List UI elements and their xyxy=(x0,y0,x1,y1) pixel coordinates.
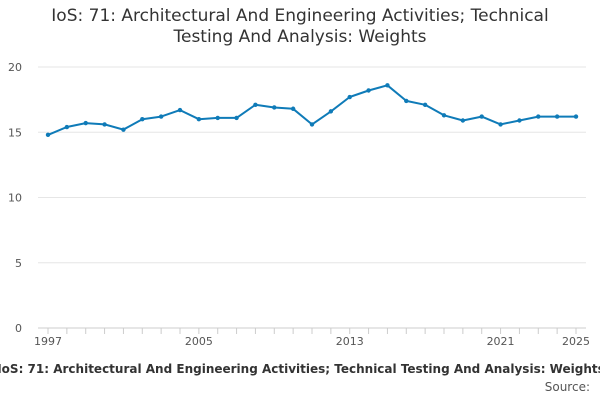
data-point xyxy=(404,98,409,104)
y-tick-label: 0 xyxy=(15,322,22,335)
x-tick-labels: 1997 2005 2013 2021 2025 xyxy=(34,335,590,348)
data-point xyxy=(196,117,202,122)
data-point xyxy=(573,114,579,119)
data-point xyxy=(158,114,164,119)
data-point xyxy=(121,127,126,132)
data-point xyxy=(64,124,70,130)
chart-title: IoS: 71: Architectural And Engineering A… xyxy=(0,6,600,48)
data-point xyxy=(347,94,352,100)
series-line-group xyxy=(47,84,576,136)
data-point xyxy=(385,83,390,88)
data-point xyxy=(309,122,315,127)
data-point xyxy=(140,117,145,122)
chart-title-line-2: Testing And Analysis: Weights xyxy=(173,27,427,47)
data-point xyxy=(177,107,183,113)
source-label: Source: xyxy=(544,380,590,394)
y-tick-label: 15 xyxy=(8,126,22,139)
chart-title-line-1: IoS: 71: Architectural And Engineering A… xyxy=(51,6,549,26)
y-tick-label: 10 xyxy=(8,192,22,205)
data-point xyxy=(517,118,522,123)
data-point xyxy=(460,118,466,123)
data-point xyxy=(422,102,428,108)
data-point xyxy=(554,114,560,119)
data-point xyxy=(83,120,88,126)
series-line xyxy=(47,84,576,136)
y-tick-labels: 0 5 10 15 20 xyxy=(8,61,22,335)
series-legend-label: IoS: 71: Architectural And Engineering A… xyxy=(0,362,600,376)
data-point xyxy=(215,115,220,121)
data-point xyxy=(366,88,371,93)
y-tick-label: 5 xyxy=(15,257,22,270)
x-tick-label: 2005 xyxy=(185,335,213,348)
data-point xyxy=(536,114,541,119)
data-point xyxy=(253,102,258,108)
x-tick-label: 2025 xyxy=(562,335,590,348)
data-point xyxy=(290,106,296,111)
data-point xyxy=(441,113,447,118)
y-tick-label: 20 xyxy=(8,61,22,74)
grid-lines xyxy=(38,66,586,264)
x-tick-label: 1997 xyxy=(34,335,62,348)
data-point xyxy=(272,105,277,110)
data-point xyxy=(102,122,107,127)
data-points xyxy=(45,83,579,138)
data-point xyxy=(498,122,503,127)
x-tick-label: 2021 xyxy=(487,335,515,348)
data-point xyxy=(45,132,51,138)
axes xyxy=(38,327,586,334)
x-tick-label: 2013 xyxy=(336,335,364,348)
data-point xyxy=(234,115,239,121)
data-point xyxy=(479,114,484,119)
data-point xyxy=(328,109,334,114)
